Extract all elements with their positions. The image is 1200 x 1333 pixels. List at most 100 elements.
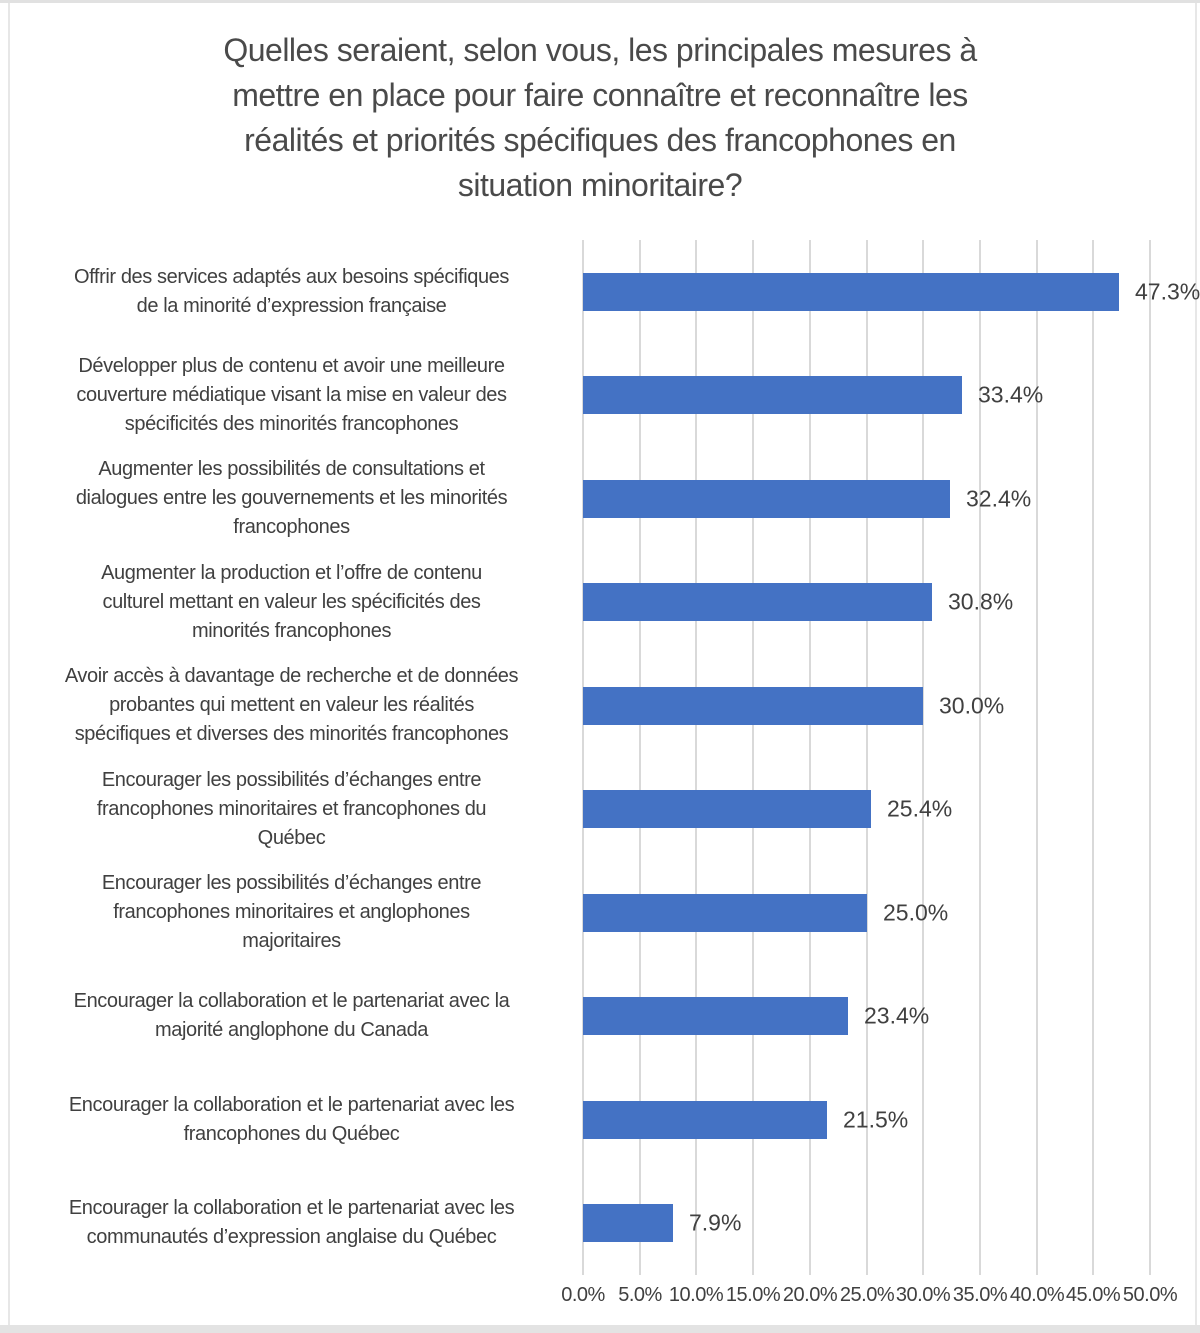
value-label: 23.4%: [864, 1002, 930, 1029]
x-tick-label: 5.0%: [618, 1284, 662, 1306]
category-label-line: Encourager les possibilités d’échanges e…: [101, 872, 482, 895]
bar-row: 32.4%: [583, 447, 1150, 551]
value-label: 30.8%: [948, 588, 1014, 615]
value-label: 47.3%: [1135, 278, 1200, 305]
bar-row: 21.5%: [583, 1068, 1150, 1172]
x-tick-label: 20.0%: [782, 1284, 838, 1306]
category-label-line: culturel mettant en valeur les spécifici…: [102, 590, 481, 613]
category-label: Encourager la collaboration et le parten…: [18, 1172, 565, 1276]
bar-row: 47.3%: [583, 240, 1200, 344]
x-tick-label: 25.0%: [839, 1284, 895, 1306]
category-label-line: de la minorité d’expression française: [136, 294, 447, 317]
gridline: [1092, 240, 1094, 1275]
gridline: [979, 240, 981, 1275]
category-label: Développer plus de contenu et avoir une …: [18, 344, 565, 448]
x-tick-label: 40.0%: [1009, 1284, 1065, 1306]
chart-title-line: réalités et priorités spécifiques des fr…: [244, 122, 956, 158]
chart-title-line: Quelles seraient, selon vous, les princi…: [223, 32, 977, 68]
chart-border-left: [8, 3, 10, 1325]
category-label-line: dialogues entre les gouvernements et les…: [75, 487, 508, 510]
gridline: [582, 240, 584, 1275]
category-label-line: Augmenter les possibilités de consultati…: [98, 458, 485, 481]
category-label: Avoir accès à davantage de recherche et …: [18, 654, 565, 758]
x-axis: 0.0% 5.0% 10.0% 15.0% 20.0% 25.0% 30.0% 35.0% 40…: [561, 1284, 1177, 1314]
category-label-line: communautés d’expression anglaise du Qué…: [86, 1226, 497, 1249]
chart-border-top: [0, 0, 1200, 3]
chart-title-line: situation minoritaire?: [457, 167, 743, 203]
category-label-line: Développer plus de contenu et avoir une …: [78, 354, 505, 377]
value-label: 32.4%: [966, 485, 1032, 512]
category-label: Encourager la collaboration et le parten…: [18, 965, 565, 1069]
bar: [583, 583, 932, 622]
gridline: [922, 240, 924, 1275]
category-label: Augmenter la production et l’offre de co…: [18, 551, 565, 655]
category-label-line: Québec: [257, 826, 326, 849]
value-label: 33.4%: [978, 381, 1044, 408]
category-label-line: Encourager la collaboration et le parten…: [73, 990, 510, 1013]
plot-area: 47.3% 33.4% 32.4% 30.8% 30.0% 25.4% 25.0% 23.4%…: [582, 240, 1200, 1276]
category-label-line: majoritaires: [242, 930, 341, 953]
gridline: [809, 240, 811, 1275]
x-tick-label: 30.0%: [895, 1284, 951, 1306]
x-tick-label: 0.0%: [561, 1284, 605, 1306]
category-label: Augmenter les possibilités de consultati…: [18, 447, 565, 551]
value-label: 7.9%: [689, 1209, 742, 1236]
gridline: [695, 240, 697, 1275]
value-label: 21.5%: [843, 1106, 909, 1133]
category-label-line: Avoir accès à davantage de recherche et …: [64, 665, 519, 688]
bar-row: 7.9%: [583, 1172, 1150, 1276]
x-tick-label: 10.0%: [668, 1284, 724, 1306]
category-label-line: Offrir des services adaptés aux besoins …: [73, 265, 510, 288]
bar-row: 25.0%: [583, 861, 1150, 965]
x-tick-label: 15.0%: [725, 1284, 781, 1306]
gridline: [752, 240, 754, 1275]
gridline: [866, 240, 868, 1275]
bar: [583, 376, 962, 415]
bar: [583, 997, 848, 1036]
category-label-line: Encourager la collaboration et le parten…: [68, 1197, 515, 1220]
category-label-line: spécificités des minorités francophones: [124, 412, 459, 435]
bar-row: 30.0%: [583, 654, 1150, 758]
chart-border-bottom: [0, 1325, 1200, 1333]
bar: [583, 686, 923, 725]
category-label-line: minorités francophones: [191, 619, 392, 642]
category-label-line: francophones minoritaires et francophone…: [96, 797, 487, 820]
bar-row: 23.4%: [583, 965, 1150, 1069]
bar-row: 30.8%: [583, 551, 1150, 655]
bar-row: 33.4%: [583, 344, 1150, 448]
bar: [583, 1204, 673, 1243]
bar-row: 25.4%: [583, 758, 1150, 862]
category-label: Encourager les possibilités d’échanges e…: [18, 758, 565, 862]
category-label: Encourager la collaboration et le parten…: [18, 1068, 565, 1172]
category-axis-labels: Offrir des services adaptés aux besoins …: [18, 240, 565, 1275]
category-label-line: spécifiques et diverses des minorités fr…: [74, 723, 509, 746]
value-label: 30.0%: [939, 692, 1005, 719]
value-label: 25.0%: [883, 899, 949, 926]
x-tick-label: 45.0%: [1065, 1284, 1121, 1306]
x-tick-label: 50.0%: [1122, 1284, 1178, 1306]
gridline: [639, 240, 641, 1275]
bar: [583, 479, 950, 518]
bar: [583, 1100, 827, 1139]
category-label-line: Encourager les possibilités d’échanges e…: [101, 768, 482, 791]
category-label-line: Augmenter la production et l’offre de co…: [101, 561, 482, 584]
category-label-line: couverture médiatique visant la mise en …: [76, 383, 507, 406]
category-label-line: francophones minoritaires et anglophones: [113, 901, 470, 924]
category-label: Encourager les possibilités d’échanges e…: [18, 861, 565, 965]
category-label-line: Encourager la collaboration et le parten…: [68, 1093, 515, 1116]
value-label: 25.4%: [887, 795, 953, 822]
chart-title-line: mettre en place pour faire connaître et …: [232, 77, 968, 113]
category-label-line: francophones: [233, 516, 350, 539]
chart-title: Quelles seraient, selon vous, les princi…: [120, 28, 1080, 208]
category-label: Offrir des services adaptés aux besoins …: [18, 240, 565, 344]
bar: [583, 790, 871, 829]
bar: [583, 272, 1119, 311]
category-label-line: probantes qui mettent en valeur les réal…: [109, 694, 474, 717]
chart-border-right: [1195, 3, 1197, 1325]
gridline: [1149, 240, 1151, 1275]
x-tick-label: 35.0%: [952, 1284, 1008, 1306]
category-label-line: francophones du Québec: [183, 1122, 400, 1145]
gridline: [1036, 240, 1038, 1275]
category-label-line: majorité anglophone du Canada: [154, 1019, 429, 1042]
